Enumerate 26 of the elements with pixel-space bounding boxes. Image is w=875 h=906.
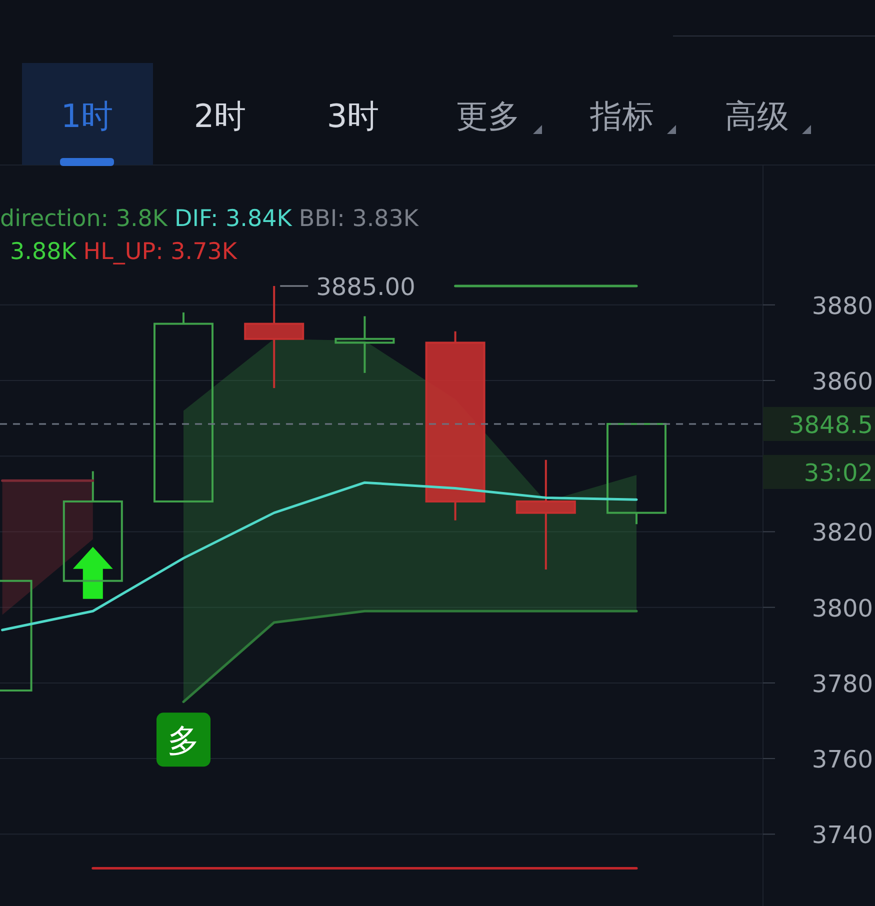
- y-tick-label: 3760: [812, 746, 873, 774]
- line-series: [1, 481, 638, 632]
- annotation: BBI: 3.83K: [298, 206, 420, 232]
- y-tick-label: 3860: [812, 367, 873, 396]
- text: 指标: [589, 97, 654, 135]
- y-tick-label: 3800: [812, 594, 873, 622]
- candlestick: [516, 458, 576, 571]
- annotation: 3.88K: [10, 239, 78, 265]
- text: 2时: [194, 97, 246, 135]
- text: 33:02: [804, 458, 873, 487]
- annotation: DIF: 3.84K: [174, 206, 293, 232]
- y-tick-label: 3780: [812, 670, 873, 698]
- candlestick: [334, 315, 395, 374]
- y-tick-label: 3740: [812, 821, 873, 850]
- ref-line-label: 3848.5: [789, 410, 873, 439]
- annotation: 多: [168, 722, 200, 760]
- text: 高级: [725, 97, 789, 135]
- text: 更多: [456, 97, 520, 135]
- y-tick-label: 3820: [812, 518, 873, 547]
- text: 1时: [60, 97, 114, 135]
- candlestick: [425, 330, 486, 522]
- annotation: direction: 3.8K: [0, 206, 168, 232]
- annotation: 3885.00: [316, 272, 416, 301]
- text: 3时: [326, 97, 380, 135]
- y-tick-label: 3880: [812, 292, 873, 320]
- annotation: HL_UP: 3.73K: [83, 239, 238, 265]
